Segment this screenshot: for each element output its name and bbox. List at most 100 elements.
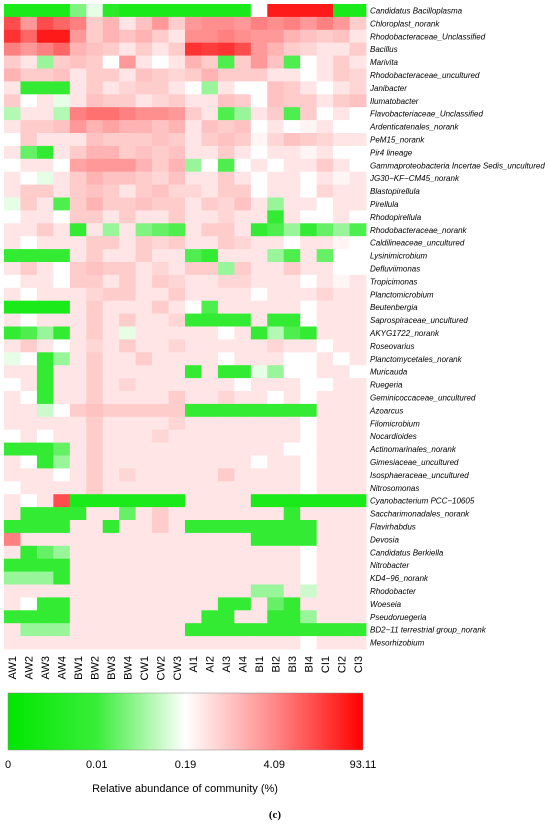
heatmap-cell [102, 378, 120, 392]
heatmap-cell [69, 55, 87, 69]
heatmap-cell [36, 403, 54, 418]
heatmap-cell [152, 481, 169, 495]
heatmap-cell [283, 94, 301, 108]
heatmap-cell [267, 145, 285, 160]
heatmap-cell [300, 352, 318, 366]
heatmap-cell [152, 236, 169, 250]
heatmap-cell [267, 532, 285, 547]
heatmap-cell [152, 532, 169, 547]
heatmap-cell [4, 339, 21, 353]
heatmap-cell [201, 481, 219, 495]
heatmap-cell [102, 584, 120, 598]
heatmap-cell [185, 610, 202, 624]
heatmap-cell [152, 403, 169, 418]
heatmap-cell [234, 184, 252, 198]
row-label: Ruegeria [370, 381, 403, 390]
heatmap-cell [119, 468, 137, 482]
heatmap-cell [217, 223, 235, 237]
heatmap-cell [102, 68, 120, 82]
heatmap-cell [349, 184, 367, 198]
heatmap-cell [152, 442, 169, 456]
heatmap-cell [201, 120, 219, 134]
heatmap-cell [69, 16, 87, 31]
heatmap-cell [283, 107, 301, 121]
heatmap-cell [201, 4, 219, 18]
heatmap-cell [86, 300, 104, 314]
heatmap-cell [119, 42, 137, 56]
heatmap-cell [267, 42, 285, 56]
heatmap-cell [201, 597, 219, 611]
row-label: Isosphaeraceae_uncultured [370, 471, 469, 480]
heatmap-cell [168, 4, 186, 18]
heatmap-cell [102, 507, 120, 521]
heatmap-cell [168, 300, 186, 314]
heatmap-cell [300, 107, 318, 121]
heatmap-cell [36, 197, 54, 211]
heatmap-cell [300, 274, 318, 289]
heatmap-cell [217, 636, 235, 650]
heatmap-cell [102, 636, 120, 650]
heatmap-cell [267, 262, 285, 276]
heatmap-cell [86, 455, 104, 469]
heatmap-cell [217, 120, 235, 134]
heatmap-cell [333, 313, 350, 327]
heatmap-cell [300, 158, 318, 173]
heatmap-cell [349, 403, 367, 418]
heatmap-cell [102, 274, 120, 289]
heatmap-cell [4, 158, 21, 173]
heatmap-cell [316, 249, 334, 263]
heatmap-cell [234, 249, 252, 263]
column-labels: AW1 AW2 AW3 AW4 BW1 BW2 BW3 BW4 CW1 CW2 CW3 AI1 AI2 A… [7, 656, 365, 680]
heatmap-cell [349, 4, 367, 18]
heatmap-cell [69, 68, 87, 82]
heatmap-cell [4, 81, 21, 95]
heatmap-cell [53, 4, 71, 18]
heatmap-cell [185, 42, 202, 56]
heatmap-cell [201, 55, 219, 69]
heatmap-cell [217, 339, 235, 353]
heatmap-cell [20, 223, 38, 237]
heatmap-cell [4, 532, 21, 547]
heatmap-cell [217, 429, 235, 443]
heatmap-cell [36, 249, 54, 263]
heatmap-cell [119, 455, 137, 469]
heatmap-cell [4, 120, 21, 134]
heatmap-cell [316, 262, 334, 276]
heatmap-cell [234, 313, 252, 327]
heatmap-cell [69, 403, 87, 418]
heatmap-cell [316, 365, 334, 379]
heatmap-cell [316, 94, 334, 108]
heatmap-cell [53, 236, 71, 250]
heatmap-cell [267, 16, 285, 31]
heatmap-cell [69, 636, 87, 650]
heatmap-cell [168, 545, 186, 560]
heatmap-cell [119, 81, 137, 95]
column-label: CI1 [320, 656, 332, 673]
heatmap-cell [283, 391, 301, 405]
heatmap-cell [119, 403, 137, 418]
heatmap-cell [267, 365, 285, 379]
heatmap-cell [119, 365, 137, 379]
heatmap-cell [333, 55, 350, 69]
heatmap-cell [53, 55, 71, 69]
heatmap-cell [333, 145, 350, 160]
heatmap-cell [102, 223, 120, 237]
heatmap-cell [201, 16, 219, 31]
heatmap-cell [333, 494, 350, 508]
heatmap-cell [86, 171, 104, 185]
heatmap-cell [53, 197, 71, 211]
heatmap-cell [283, 262, 301, 276]
heatmap-cell [36, 158, 54, 173]
heatmap-cell [283, 197, 301, 211]
heatmap-cell [20, 403, 38, 418]
heatmap-cell [86, 584, 104, 598]
heatmap-cell [86, 249, 104, 263]
heatmap-cell [217, 391, 235, 405]
column-label: BI2 [271, 656, 283, 673]
heatmap-cell [316, 391, 334, 405]
row-label: Woeseia [370, 600, 402, 609]
heatmap-cell [283, 68, 301, 82]
row-label: Lysinimicrobium [370, 252, 428, 261]
heatmap-cell [69, 339, 87, 353]
heatmap-cell [283, 184, 301, 198]
